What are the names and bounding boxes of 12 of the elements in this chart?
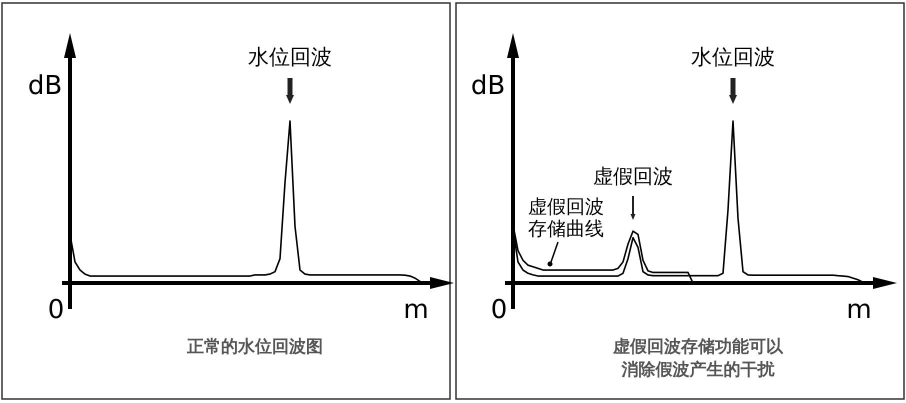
x-axis-title: m — [403, 295, 429, 325]
series-label: 虚假回波存储曲线 — [528, 196, 604, 240]
y-axis-title: dB — [28, 71, 62, 101]
text: 水位回波 — [691, 45, 775, 69]
text: 水位回波 — [248, 45, 332, 69]
x-axis-title: m — [846, 295, 872, 325]
annotation: 虚假回波 — [593, 164, 673, 188]
text: 0 — [48, 295, 64, 325]
text: 正常的水位回波图 — [186, 337, 323, 357]
text: 0 — [490, 295, 508, 325]
y-axis-title: dB — [470, 71, 506, 101]
text: 虚假回波存储功能可以消除假波产生的干扰 — [612, 337, 784, 380]
